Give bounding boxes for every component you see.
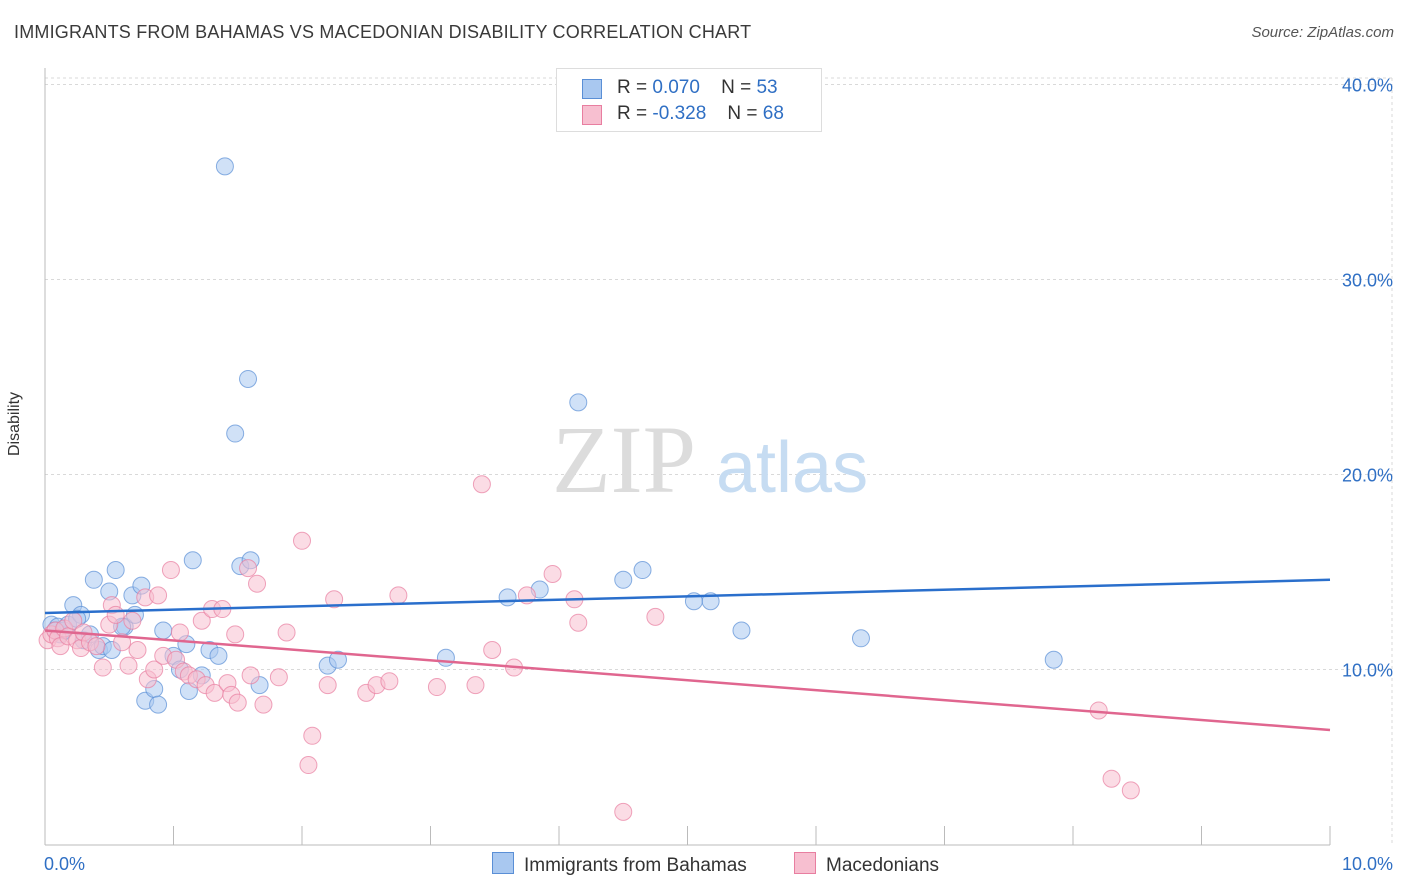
bahamas-point [239, 369, 258, 388]
macedonians-point [106, 605, 125, 624]
macedonians-point [87, 637, 106, 656]
bahamas-point [226, 424, 245, 443]
legend-swatch-macedonians [794, 852, 816, 874]
y-tick-label: 30.0% [1342, 271, 1393, 291]
r-label: R = [617, 77, 648, 98]
legend-item-macedonians[interactable]: Macedonians [794, 852, 939, 877]
bahamas-point [106, 561, 125, 580]
n-value: 68 [762, 103, 784, 124]
legend-label-macedonians: Macedonians [826, 855, 940, 876]
legend-item-bahamas[interactable]: Immigrants from Bahamas [492, 852, 747, 877]
legend-label-bahamas: Immigrants from Bahamas [524, 855, 747, 876]
x-tick-label: 0.0% [44, 854, 85, 874]
bahamas-point [633, 561, 652, 580]
bahamas-point [569, 393, 588, 412]
bahamas-point [851, 629, 870, 648]
macedonians-point [119, 656, 138, 675]
macedonians-point [149, 586, 168, 605]
macedonians-point [277, 623, 296, 642]
macedonians-point [427, 678, 446, 697]
watermark-zip: ZIP [552, 406, 696, 513]
stats-text-macedonians: R = -0.328 N = 68 [617, 103, 784, 125]
bahamas-point [614, 570, 633, 589]
macedonians-point [483, 641, 502, 659]
macedonians-point [192, 611, 211, 630]
macedonians-point [145, 660, 164, 679]
macedonians-point [472, 475, 491, 494]
watermark-atlas: atlas [716, 428, 868, 508]
chart-title: IMMIGRANTS FROM BAHAMAS VS MACEDONIAN DI… [14, 22, 752, 42]
bahamas-point [328, 650, 347, 669]
bahamas-point [436, 648, 455, 667]
y-tick-label: 40.0% [1342, 76, 1393, 96]
macedonians-point [614, 802, 633, 821]
macedonians-point [466, 676, 485, 695]
source-credit: Source: ZipAtlas.com [1251, 24, 1394, 41]
macedonians-point [254, 695, 273, 714]
macedonians-point [389, 586, 408, 605]
bahamas-point [1044, 650, 1063, 669]
n-value: 53 [756, 77, 778, 98]
macedonians-point [170, 623, 189, 642]
r-value: -0.328 [652, 103, 707, 124]
r-value: 0.070 [652, 77, 700, 98]
macedonians-point [299, 756, 318, 775]
bahamas-point [209, 646, 228, 665]
macedonians-trend-line [44, 629, 1331, 732]
y-tick-label: 10.0% [1342, 661, 1393, 681]
legend-swatch-bahamas [492, 852, 514, 874]
macedonians-point [380, 672, 399, 691]
bahamas-point [498, 588, 517, 607]
y-tick-label: 20.0% [1342, 466, 1393, 486]
bahamas-point [149, 695, 168, 714]
macedonians-point [128, 641, 147, 659]
n-label: N = [727, 103, 758, 124]
macedonians-point [318, 676, 337, 695]
macedonians-point [325, 590, 344, 609]
x-tick-label: 10.0% [1342, 854, 1393, 874]
macedonians-point [93, 658, 112, 677]
macedonians-point [1102, 769, 1121, 788]
macedonians-point [293, 531, 311, 550]
stats-swatch-macedonians [582, 105, 602, 125]
bahamas-trend-line [44, 578, 1331, 615]
macedonians-point [226, 625, 245, 644]
bahamas-point [183, 551, 202, 570]
macedonians-point [248, 574, 267, 593]
macedonians-point [1121, 781, 1140, 800]
macedonians-point [269, 668, 288, 687]
macedonians-point [239, 559, 258, 578]
macedonians-point [241, 666, 260, 685]
macedonians-point [646, 607, 665, 626]
macedonians-point [161, 561, 180, 580]
macedonians-point [569, 613, 588, 632]
macedonians-point [303, 726, 322, 745]
n-label: N = [721, 77, 752, 98]
bahamas-point [154, 621, 173, 640]
stats-text-bahamas: R = 0.070 N = 53 [617, 77, 778, 99]
macedonians-point [543, 564, 562, 583]
bahamas-point [732, 621, 751, 640]
r-label: R = [617, 103, 648, 124]
macedonians-point [123, 611, 142, 630]
bahamas-point [215, 157, 234, 176]
stats-box: R = 0.070 N = 53 R = -0.328 N = 68 [556, 68, 822, 132]
bahamas-point [84, 570, 103, 589]
macedonians-point [228, 693, 247, 712]
stats-swatch-bahamas [582, 79, 602, 99]
